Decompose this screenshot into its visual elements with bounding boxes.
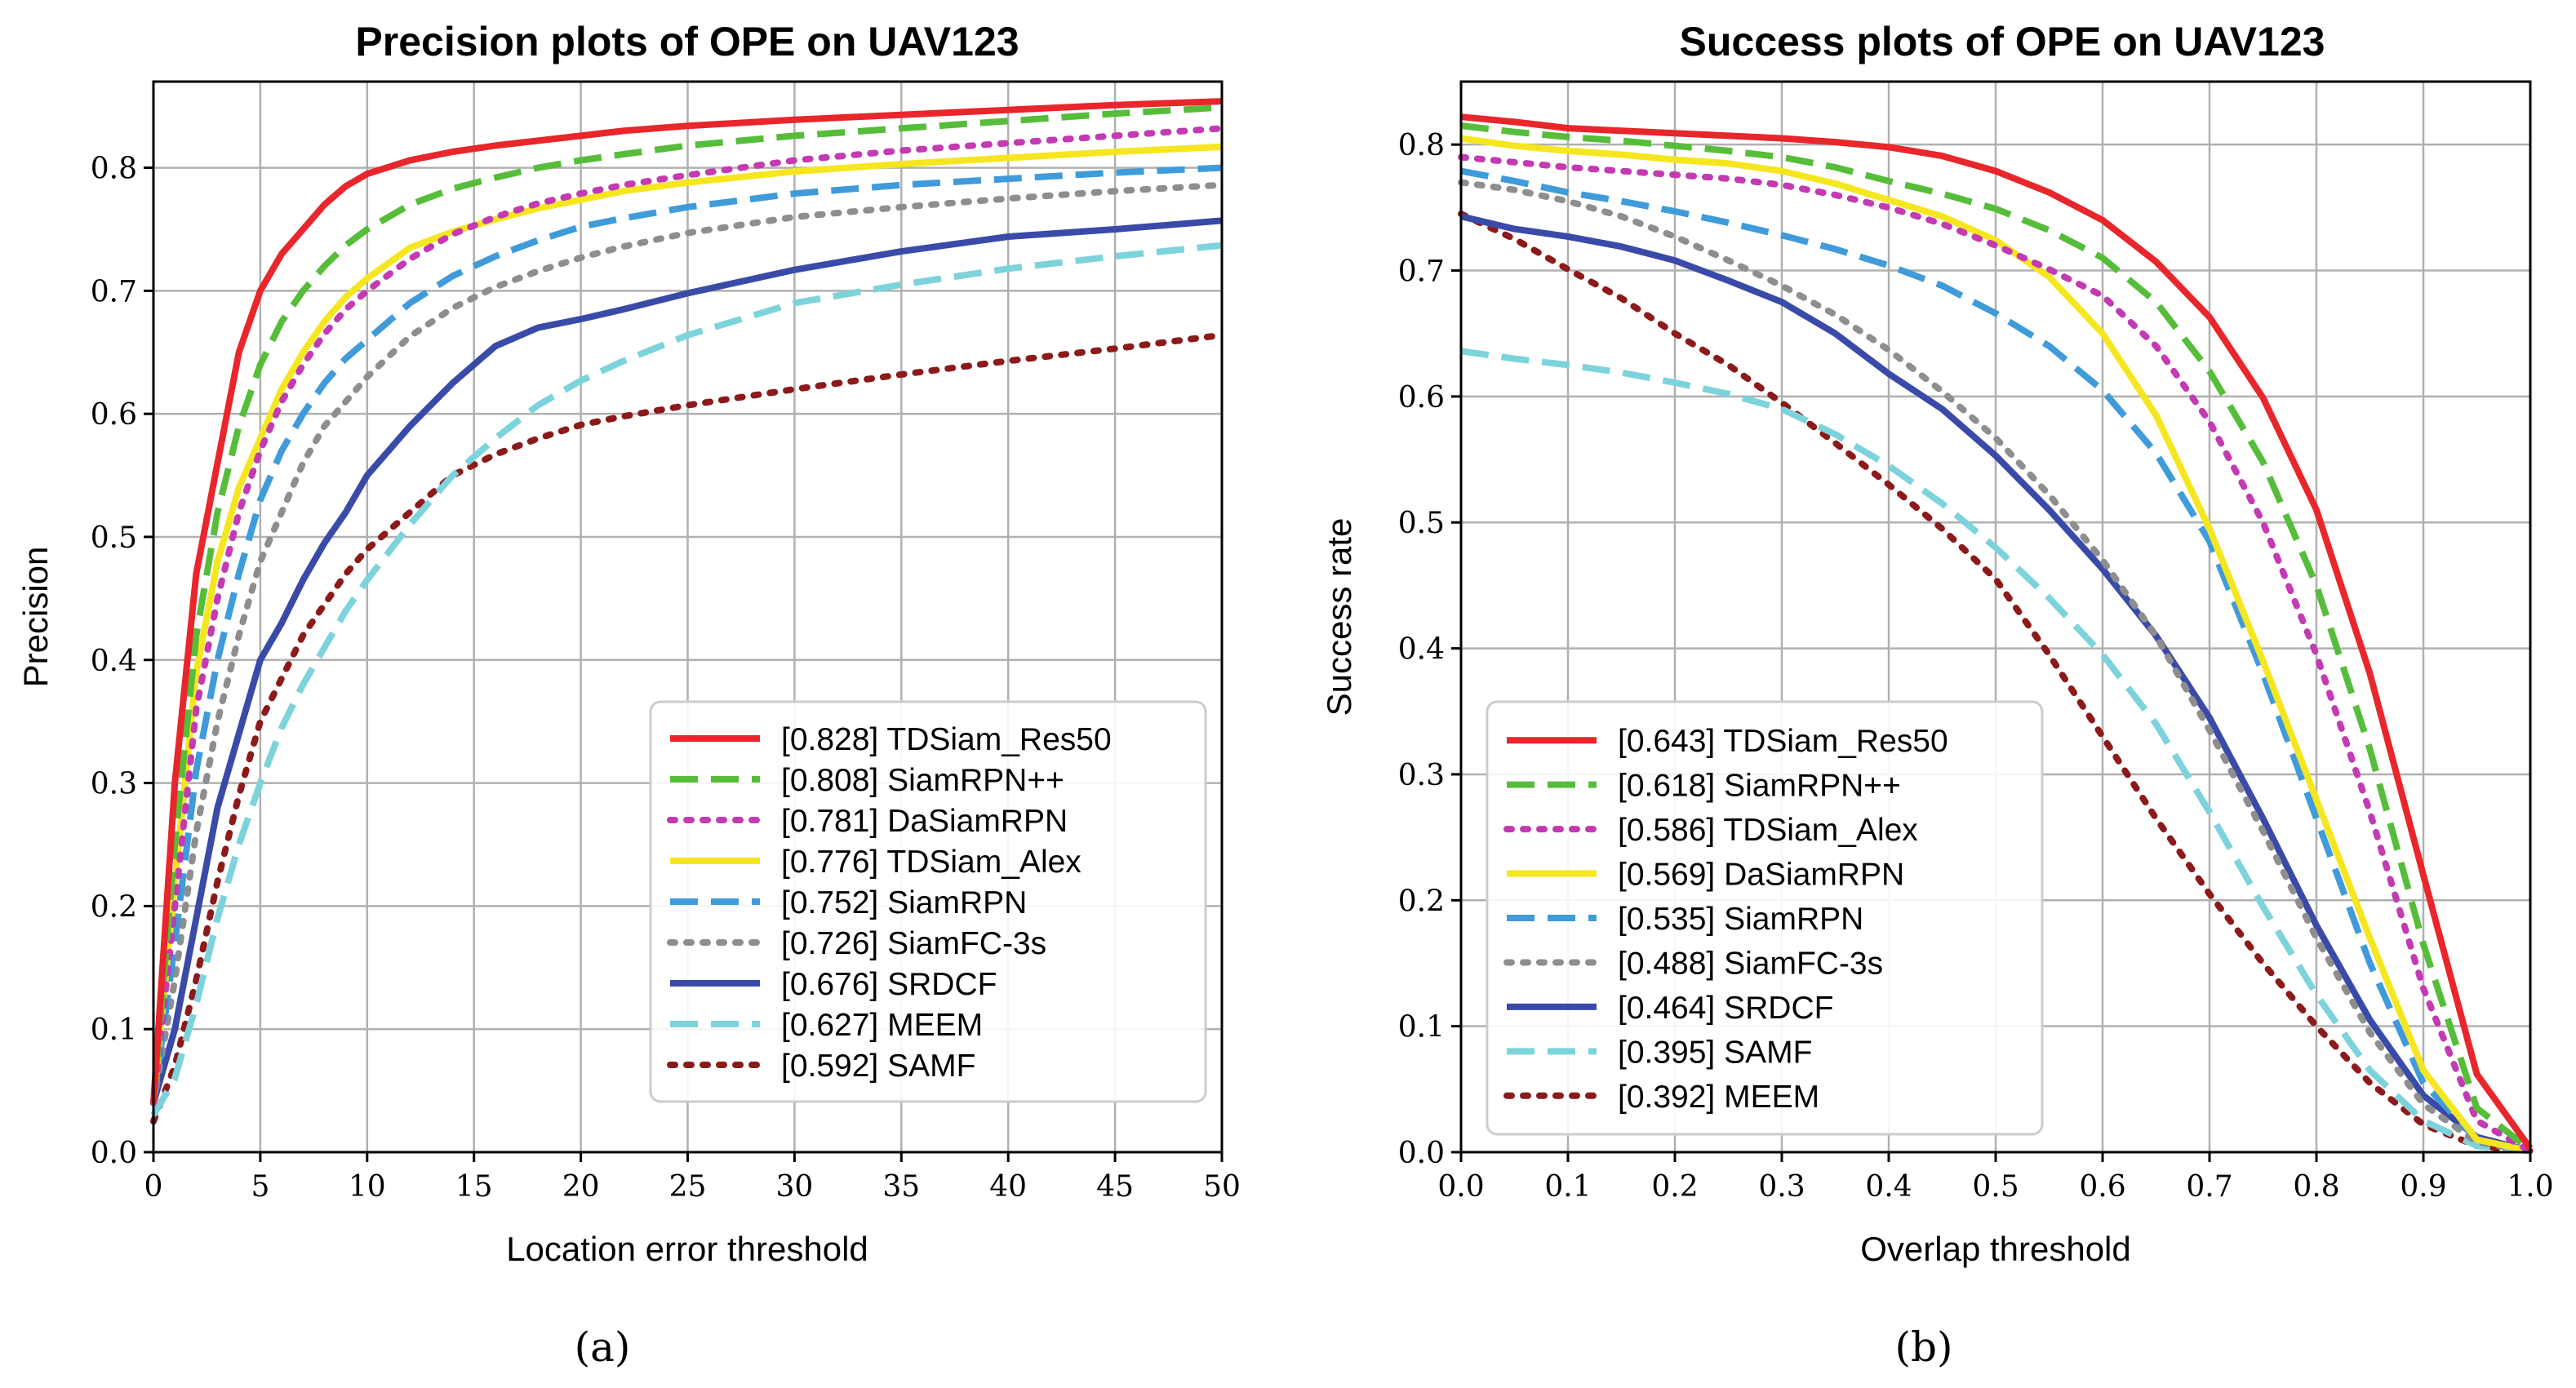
precision-series-line-2 [150, 125, 1225, 1106]
success-legend-box [1486, 700, 2044, 1136]
success-y-tick-label-4: 0.4 [1398, 633, 1445, 667]
success-series-line-8 [1458, 211, 2534, 1155]
success-x-tick-label-5: 0.5 [1972, 1170, 2019, 1204]
precision-series-line-6 [150, 217, 1223, 1104]
precision-legend-label-4: [0.752] SiamRPN [781, 885, 1027, 920]
precision-series-lines [150, 98, 1225, 1125]
precision-series-line-8 [150, 331, 1225, 1125]
precision-legend-label-3: [0.776] TDSiam_Alex [781, 845, 1081, 880]
precision-y-tick-label-5: 0.5 [91, 521, 137, 555]
success-legend-label-5: [0.488] SiamFC-3s [1618, 946, 1883, 981]
success-series-line-6 [1460, 213, 2532, 1155]
precision-x-axis-label: Location error threshold [506, 1230, 868, 1268]
success-x-tick-label-10: 1.0 [2507, 1170, 2553, 1204]
precision-series-line-4 [150, 164, 1223, 1104]
success-series-line-0 [1460, 113, 2534, 1151]
success-series-lines [1458, 113, 2534, 1155]
precision-x-tick-label-7: 35 [882, 1170, 920, 1204]
precision-y-tick-label-1: 0.1 [91, 1013, 137, 1047]
success-x-tick-label-9: 0.9 [2400, 1170, 2446, 1204]
precision-y-tick-label-3: 0.3 [91, 768, 137, 801]
precision-legend-box [649, 700, 1207, 1103]
success-y-tick-label-6: 0.6 [1398, 381, 1445, 415]
precision-legend: [0.828] TDSiam_Res50 [0.808] SiamRPN++ [0.… [649, 700, 1207, 1103]
precision-series-line-3 [150, 143, 1223, 1104]
success-y-tick-label-2: 0.2 [1398, 885, 1445, 918]
precision-series-line-1 [150, 104, 1223, 1104]
success-x-axis-label: Overlap threshold [1860, 1230, 2131, 1268]
precision-y-tick-label-8: 0.8 [91, 153, 137, 186]
success-x-tick-label-1: 0.1 [1544, 1170, 1591, 1204]
success-series-line-2 [1458, 153, 2534, 1155]
success-y-tick-label-7: 0.7 [1398, 255, 1445, 289]
success-x-tick-label-8: 0.8 [2293, 1170, 2339, 1204]
precision-legend-label-2: [0.781] DaSiamRPN [781, 804, 1068, 839]
success-y-tick-label-0: 0.0 [1398, 1137, 1445, 1170]
precision-chart: Precision plots of OPE on UAV123 0 5 10 15 2… [16, 19, 1241, 1371]
precision-caption: (a) [575, 1324, 631, 1371]
precision-x-tick-label-4: 20 [562, 1170, 600, 1204]
precision-legend-label-0: [0.828] TDSiam_Res50 [781, 722, 1112, 757]
success-y-axis-label: Success rate [1320, 518, 1358, 716]
precision-y-tick-label-2: 0.2 [91, 890, 137, 924]
success-caption: (b) [1894, 1324, 1952, 1371]
precision-x-tick-label-6: 30 [775, 1170, 813, 1204]
success-legend-label-1: [0.618] SiamRPN++ [1618, 769, 1901, 804]
success-legend: [0.643] TDSiam_Res50 [0.618] SiamRPN++ [0.… [1486, 700, 2044, 1136]
success-y-tick-label-5: 0.5 [1398, 507, 1445, 540]
success-y-tick-label-3: 0.3 [1398, 759, 1445, 792]
precision-x-tick-label-9: 45 [1096, 1170, 1134, 1204]
success-legend-label-6: [0.464] SRDCF [1618, 991, 1833, 1026]
precision-chart-title: Precision plots of OPE on UAV123 [355, 19, 1019, 64]
precision-x-tick-label-8: 40 [989, 1170, 1027, 1204]
success-legend-label-8: [0.392] MEEM [1618, 1080, 1819, 1115]
precision-y-axis-label: Precision [16, 547, 55, 688]
precision-x-tick-label-1: 5 [251, 1170, 269, 1204]
success-y-tick-label-8: 0.8 [1398, 129, 1445, 162]
success-x-tick-label-3: 0.3 [1758, 1170, 1805, 1204]
precision-legend-label-7: [0.627] MEEM [781, 1008, 983, 1043]
success-series-line-1 [1460, 122, 2533, 1153]
precision-series-line-5 [150, 181, 1225, 1106]
success-legend-label-0: [0.643] TDSiam_Res50 [1618, 724, 1948, 759]
success-x-tick-label-0: 0.0 [1437, 1170, 1484, 1204]
precision-y-tick-label-7: 0.7 [91, 275, 137, 308]
success-series-line-7 [1460, 348, 2531, 1155]
precision-series-line-7 [150, 242, 1223, 1117]
precision-x-tick-label-3: 15 [455, 1170, 493, 1204]
success-legend-label-2: [0.586] TDSiam_Alex [1618, 813, 1918, 848]
precision-series-line-0 [150, 98, 1223, 1103]
success-x-tick-label-2: 0.2 [1651, 1170, 1698, 1204]
success-x-tick-label-6: 0.6 [2079, 1170, 2125, 1204]
success-chart-title: Success plots of OPE on UAV123 [1680, 19, 2325, 64]
precision-ticks: 0 5 10 15 20 25 30 35 40 45 50 0.0 0.1 0.2 0.3 0.4 0.5 0.… [91, 153, 1241, 1204]
success-ticks: 0.0 0.1 0.2 0.3 0.4 0.5 0.6 0.7 0.8 0.9 1.0 0.0 0.1 0… [1398, 129, 2554, 1204]
precision-y-tick-label-4: 0.4 [91, 645, 137, 678]
success-series-line-4 [1460, 167, 2531, 1155]
success-legend-label-3: [0.569] DaSiamRPN [1618, 858, 1904, 893]
success-legend-label-7: [0.395] SAMF [1618, 1035, 1812, 1070]
success-y-tick-label-1: 0.1 [1398, 1011, 1445, 1044]
success-legend-label-4: [0.535] SiamRPN [1618, 902, 1863, 937]
precision-y-tick-label-6: 0.6 [91, 398, 137, 432]
success-chart: Success plots of OPE on UAV123 0.0 0.1 0.2… [1320, 19, 2554, 1371]
precision-x-tick-label-0: 0 [144, 1170, 163, 1204]
success-series-line-3 [1460, 135, 2531, 1155]
precision-x-tick-label-5: 25 [669, 1170, 707, 1204]
precision-x-tick-label-2: 10 [349, 1170, 386, 1204]
success-x-tick-label-4: 0.4 [1865, 1170, 1912, 1204]
precision-x-tick-label-10: 50 [1203, 1170, 1241, 1204]
success-x-tick-label-7: 0.7 [2186, 1170, 2232, 1204]
precision-legend-label-5: [0.726] SiamFC-3s [781, 926, 1046, 961]
precision-legend-label-6: [0.676] SRDCF [781, 967, 997, 1002]
precision-legend-label-1: [0.808] SiamRPN++ [781, 763, 1064, 798]
success-series-line-5 [1458, 179, 2534, 1155]
precision-legend-label-8: [0.592] SAMF [781, 1049, 975, 1084]
precision-y-tick-label-0: 0.0 [91, 1137, 137, 1170]
